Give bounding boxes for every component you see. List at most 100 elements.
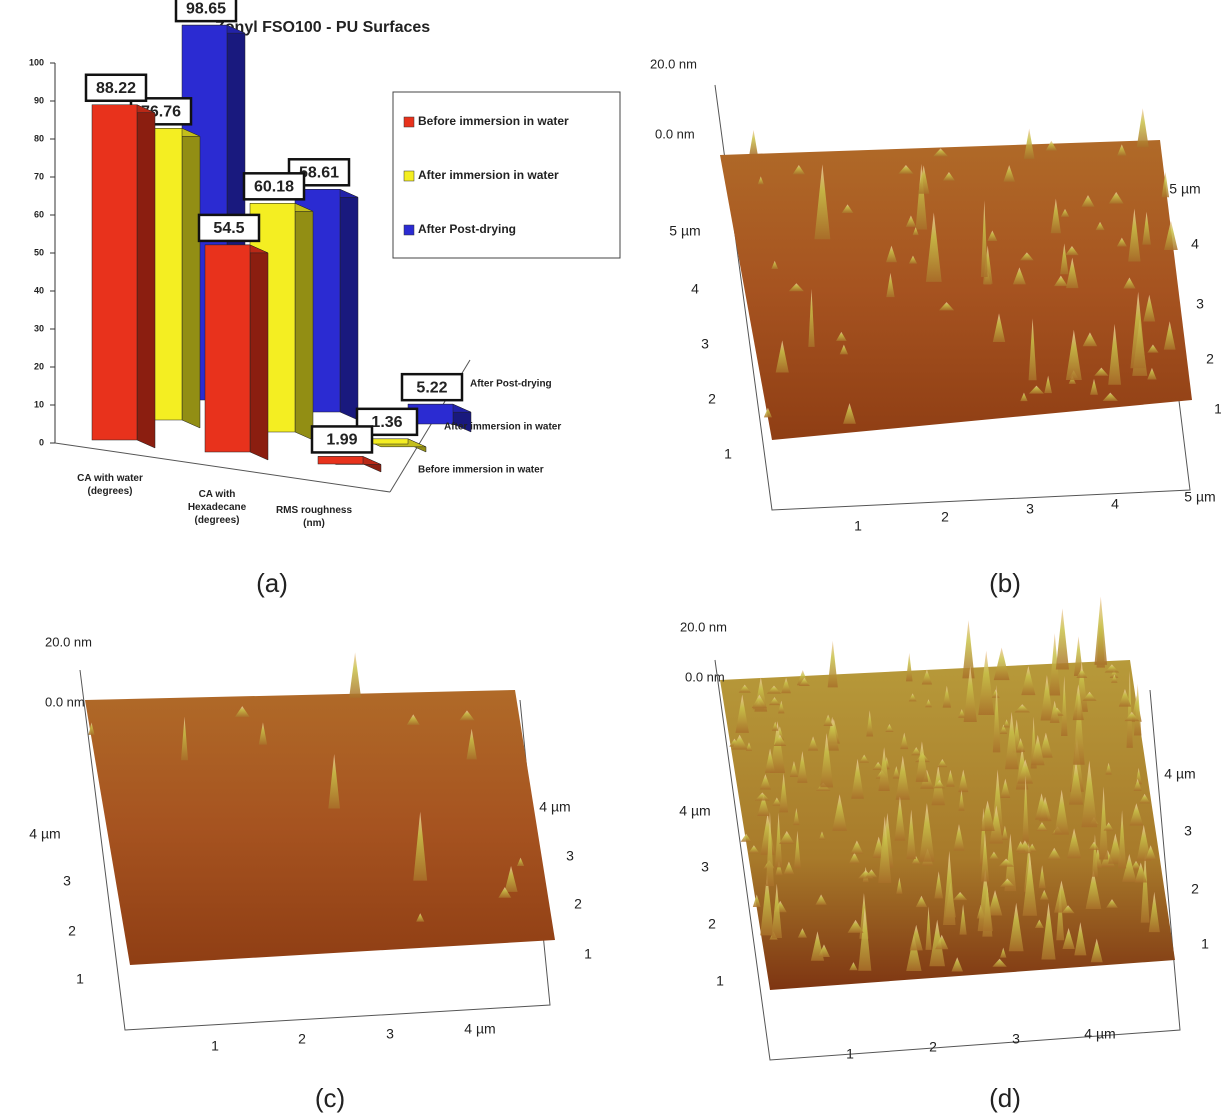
afm-peak [843,403,856,424]
afm-peak [1082,332,1098,347]
afm-peak [1038,865,1046,889]
afm-peak [1040,675,1054,721]
afm-peak [1044,375,1052,394]
afm-peak [980,200,988,277]
afm-peak [516,857,525,867]
afm-peak [988,851,1000,860]
afm-axis [714,659,1181,1061]
afm-peak [858,907,872,971]
afm-peak [885,245,897,263]
afm-peak [1129,803,1144,826]
afm-peak [793,830,801,869]
y-tick-label: 0 [39,437,44,447]
afm-peak [1082,691,1097,701]
afm-peak [1016,738,1026,752]
bar-side [339,188,359,421]
afm-peak [918,165,930,194]
afm-peak [1136,824,1151,861]
afm-peak [735,694,749,733]
afm-peak [328,754,340,809]
afm-peak [1028,318,1037,381]
afm-peak [504,865,518,892]
value-label-box [84,73,148,103]
afm-peak [1066,257,1079,289]
afm-tick-label: 1 [716,973,724,989]
afm-peak [1065,329,1082,381]
afm-peak [792,164,806,175]
depth-label: Before immersion in water [418,465,544,476]
afm-peak [1131,860,1141,870]
afm-peak [1106,899,1118,908]
afm-peak [1054,880,1069,913]
bar-front [204,244,251,453]
afm-peak [1117,144,1127,156]
afm-peak [908,255,918,264]
panel-label: (b) [989,568,1021,598]
afm-peak [1148,891,1160,933]
afm-peak [771,721,779,731]
afm-peak [1021,665,1036,696]
depth-label: After immersion in water [444,422,561,433]
y-tick-label: 40 [34,285,44,295]
afm-peak [992,684,1001,753]
afm-peak [911,856,921,865]
afm-peak [748,845,760,854]
afm-peak [1014,704,1030,713]
afm-peak [1003,165,1015,182]
afm-peak [1081,760,1098,828]
afm-peak [1031,734,1045,766]
afm-tick-label: 2 [708,916,716,932]
afm-peak [764,748,776,773]
afm-peak [925,699,932,708]
legend-label: After Post-drying [418,222,516,236]
afm-peak [1001,825,1009,840]
afm-peak [765,811,774,886]
afm-peak [1005,711,1019,770]
afm-peak [992,313,1006,342]
bar-side [294,202,314,441]
afm-peak [934,871,944,899]
afm-peak [993,647,1010,681]
afm-peak [1017,759,1034,784]
afm-peak [1133,778,1142,791]
afm-surface [720,660,1175,990]
afm-peak [757,176,764,185]
afm-peak [987,230,998,241]
bar [204,244,269,461]
afm-tick-label: 2 [1206,351,1214,367]
afm-peak [779,831,795,844]
floor-edge [54,442,391,493]
afm-peak [1140,853,1150,923]
afm-peak [1039,732,1053,758]
afm-tick-label: 3 [1184,823,1192,839]
afm-peak [850,840,864,854]
y-tick-label: 70 [34,171,44,181]
afm-peak [766,685,782,694]
afm-tick-label: 3 [1196,296,1204,312]
afm-peak [1163,321,1176,350]
chart-title: Zonyl FSO100 - PU Surfaces [215,19,430,36]
afm-peak [775,861,783,876]
afm-peak [1073,687,1085,765]
afm-tick-label: 1 [76,971,84,987]
afm-peak [999,878,1015,887]
afm-peak [1088,841,1100,850]
afm-peak [808,288,815,347]
afm-peak [1050,198,1061,234]
value-label: 58.61 [299,165,339,182]
afm-peak [752,894,761,908]
afm-peak [905,215,917,227]
value-label-box [242,172,306,201]
afm-peak [1023,128,1035,159]
afm-peak [1094,367,1109,376]
y-tick-label: 100 [29,57,44,67]
afm-peak [1065,246,1079,256]
afm-peak [1126,671,1133,748]
value-label-box [400,372,464,402]
value-label-box [197,213,261,243]
afm-peak [935,934,949,950]
afm-peak [962,620,975,679]
afm-tick-label: 4 µm [1164,766,1195,782]
